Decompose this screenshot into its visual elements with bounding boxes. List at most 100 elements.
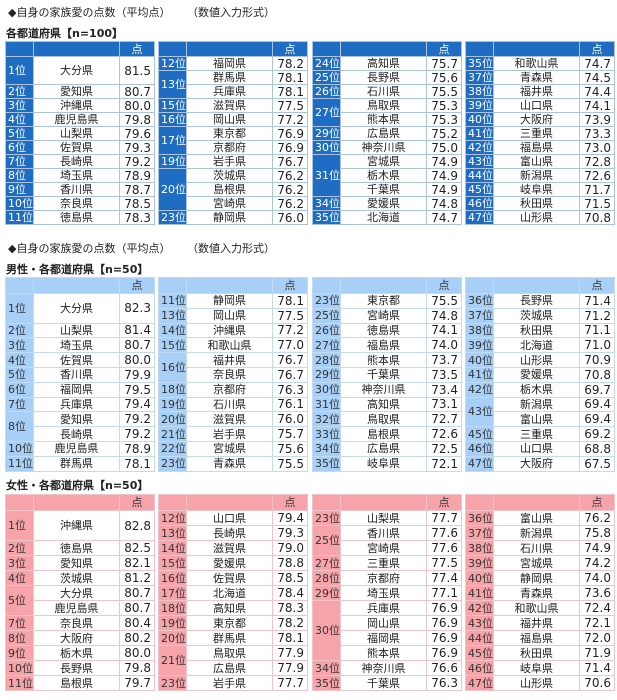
prefecture-cell: 千葉県 xyxy=(340,182,427,197)
table-row: 23位 静岡県 76.0 xyxy=(158,210,308,225)
rank-cell: 44位 xyxy=(465,168,494,183)
score-cell: 77.7 xyxy=(426,510,462,526)
rank-cell: 19位 xyxy=(158,396,187,413)
score-cell: 77.2 xyxy=(272,112,308,127)
prefecture-cell: 群馬県 xyxy=(186,630,273,646)
prefecture-cell: 三重県 xyxy=(493,126,580,141)
prefecture-cell: 熊本県 xyxy=(340,645,427,661)
table-row: 20位 滋賀県 76.0 xyxy=(158,411,308,428)
header-row: 点 xyxy=(465,494,615,511)
table-row: 38位 石川県 74.9 xyxy=(465,540,615,556)
header-row: 点 xyxy=(5,41,155,57)
rank-cell: 37位 xyxy=(465,70,494,85)
table-row: 34位 神奈川県 76.6 xyxy=(312,660,462,676)
rank-cell: 16位 xyxy=(158,352,187,383)
prefecture-cell: 岐阜県 xyxy=(493,182,580,197)
prefecture-cell: 島根県 xyxy=(186,182,273,197)
rank-cell: 29位 xyxy=(312,366,341,383)
input-mode-label: （数値入力形式） xyxy=(192,6,275,19)
prefecture-cell: 秋田県 xyxy=(493,645,580,661)
prefecture-cell: 鳥取県 xyxy=(340,411,427,428)
table-row: 29位 千葉県 73.5 xyxy=(312,366,462,383)
table-row: 20位 茨城県 76.2 xyxy=(158,168,308,211)
prefecture-cell: 大分県 xyxy=(33,293,120,324)
prefecture-cell: 福井県 xyxy=(493,84,580,99)
prefecture-cell: 岐阜県 xyxy=(493,660,580,676)
rank-cell: 28位 xyxy=(312,570,341,586)
prefecture-cell: 愛媛県 xyxy=(340,196,427,211)
prefecture-cell: 岡山県 xyxy=(340,615,427,631)
score-cell: 74.7 xyxy=(426,210,462,225)
rank-cell: 43位 xyxy=(465,154,494,169)
ranking-table: 点 35位 和歌山県 74.7 37位 青森県 74.5 38位 福井県 74.4 39位 山口県 74… xyxy=(465,41,615,225)
score-cell: 76.1 xyxy=(272,396,308,413)
table-row: 35位 北海道 74.7 xyxy=(312,210,462,225)
rank-cell: 38位 xyxy=(465,540,494,556)
prefecture-cell: 愛媛県 xyxy=(186,555,273,571)
rank-cell: 30位 xyxy=(312,600,341,661)
table-row: 46位 秋田県 71.5 xyxy=(465,196,615,211)
table-row: 13位 長崎県 79.3 xyxy=(158,525,308,541)
table-row: 42位 和歌山県 72.4 xyxy=(465,600,615,616)
table-row: 47位 山形県 70.8 xyxy=(465,210,615,225)
score-cell: 74.1 xyxy=(426,322,462,339)
rank-cell: 11位 xyxy=(5,675,34,691)
table-row: 39位 山口県 74.1 xyxy=(465,98,615,113)
score-header: 点 xyxy=(272,494,308,511)
score-cell: 78.1 xyxy=(272,293,308,309)
score-cell: 71.7 xyxy=(579,182,615,197)
rank-cell: 2位 xyxy=(5,540,34,556)
score-header: 点 xyxy=(426,494,462,511)
prefecture-cell: 石川県 xyxy=(186,396,273,413)
rank-cell: 46位 xyxy=(465,440,494,457)
prefecture-cell: 和歌山県 xyxy=(493,56,580,71)
score-cell: 79.0 xyxy=(272,540,308,556)
prefecture-cell: 福岡県 xyxy=(33,381,120,398)
rank-cell: 23位 xyxy=(312,293,341,309)
table-row: 8位 埼玉県 78.9 xyxy=(5,168,155,183)
table-row: 広島県 77.9 xyxy=(159,660,308,676)
section-subtitle: 男性・各都道府県【n=50】 xyxy=(6,263,149,276)
prefecture-cell: 大阪府 xyxy=(493,112,580,127)
table-row: 37位 茨城県 71.2 xyxy=(465,307,615,324)
score-cell: 79.3 xyxy=(119,140,155,155)
table-row: 35位 和歌山県 74.7 xyxy=(465,56,615,71)
prefecture-cell: 岐阜県 xyxy=(340,455,427,472)
rank-cell: 28位 xyxy=(312,352,341,368)
rank-cell: 39位 xyxy=(465,98,494,113)
prefecture-cell: 岩手県 xyxy=(186,426,273,442)
prefecture-cell: 沖縄県 xyxy=(33,510,120,541)
rank-cell: 11位 xyxy=(5,210,34,225)
score-cell: 78.5 xyxy=(272,570,308,586)
table-row: 18位 高知県 78.3 xyxy=(158,600,308,616)
rank-cell: 37位 xyxy=(465,307,494,324)
prefecture-cell: 鹿児島県 xyxy=(33,440,120,457)
rank-cell: 26位 xyxy=(312,322,341,339)
prefecture-cell: 長野県 xyxy=(340,70,427,85)
score-cell: 72.5 xyxy=(426,440,462,457)
table-row: 4位 茨城県 81.2 xyxy=(5,570,155,586)
prefecture-cell: 山口県 xyxy=(493,98,580,113)
table-row: 7位 兵庫県 79.4 xyxy=(5,396,155,413)
score-cell: 74.0 xyxy=(579,570,615,586)
score-cell: 82.5 xyxy=(119,540,155,556)
prefecture-cell: 高知県 xyxy=(340,56,427,71)
prefecture-header xyxy=(33,41,120,57)
table-row: 22位 宮城県 75.6 xyxy=(158,440,308,457)
prefecture-cell: 神奈川県 xyxy=(340,660,427,676)
table-row: 21位 鳥取県 77.9 xyxy=(158,645,308,676)
prefecture-cell: 長崎県 xyxy=(33,426,120,442)
prefecture-cell: 北海道 xyxy=(186,585,273,601)
table-row: 3位 愛知県 82.1 xyxy=(5,555,155,571)
score-cell: 70.6 xyxy=(579,675,615,691)
table-row: 47位 大阪府 67.5 xyxy=(465,455,615,472)
score-cell: 77.7 xyxy=(272,675,308,691)
rank-cell: 42位 xyxy=(465,140,494,155)
prefecture-cell: 和歌山県 xyxy=(493,600,580,616)
score-header: 点 xyxy=(272,41,308,57)
prefecture-cell: 埼玉県 xyxy=(340,585,427,601)
table-row: 25位 長野県 75.6 xyxy=(312,70,462,85)
prefecture-cell: 埼玉県 xyxy=(33,168,120,183)
score-cell: 81.2 xyxy=(119,570,155,586)
table-row: 7位 奈良県 80.4 xyxy=(5,615,155,631)
